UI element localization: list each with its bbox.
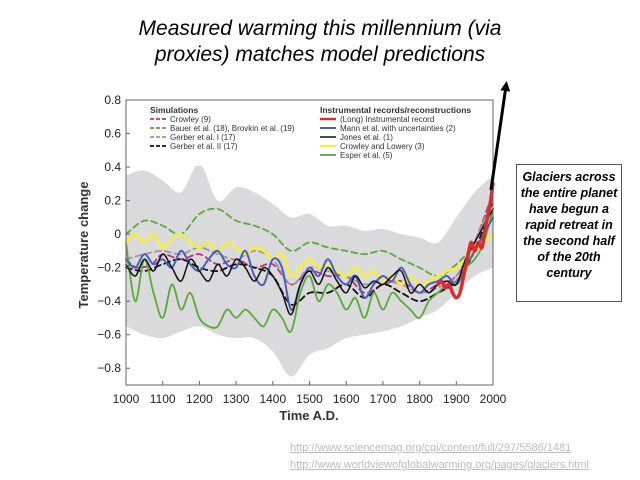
x-tick-label: 1100 — [150, 392, 176, 406]
y-tick-label: 0.2 — [104, 194, 121, 208]
x-tick-label: 1900 — [443, 392, 470, 406]
slide-title-line-2: proxies) matches model predictions — [154, 43, 486, 66]
y-tick-label: −0.8 — [97, 361, 121, 375]
glacier-callout: Glaciers across the entire planet have b… — [516, 164, 622, 302]
x-tick-label: 2000 — [480, 392, 507, 406]
legend-entry-label: Crowley and Lowery (3) — [340, 142, 425, 151]
legend-entry-label: Bauer et al. (18), Brovkin et al. (19) — [170, 124, 295, 133]
legend-entry-label: Jones et al. (1) — [340, 133, 393, 142]
legend-entry-label: Gerber et al. I (17) — [170, 133, 236, 142]
series-line-gerber-ii — [125, 199, 494, 306]
series-line-mann — [125, 216, 494, 311]
x-tick-label: 1600 — [333, 392, 360, 406]
series-line-esper — [125, 208, 494, 334]
slide-title: Measured warming this millennium (via pr… — [40, 16, 600, 68]
y-tick-label: −0.4 — [97, 294, 121, 308]
x-tick-label: 1800 — [406, 392, 433, 406]
legend-entry-label: Gerber et al. II (17) — [170, 142, 238, 151]
series-line-instrumental — [436, 182, 495, 300]
series-line-crowley — [125, 191, 494, 294]
y-tick-label: −0.6 — [97, 328, 121, 342]
legend-heading: Simulations — [150, 105, 198, 115]
y-tick-label: 0 — [114, 227, 121, 241]
y-tick-label: −0.2 — [97, 261, 121, 275]
x-tick-label: 1700 — [370, 392, 397, 406]
legend-entry-label: Crowley (9) — [170, 115, 211, 124]
legend-entry-label: Mann et al. with uncertainties (2) — [340, 124, 456, 133]
x-tick-label: 1000 — [113, 392, 140, 406]
y-axis-title: Temperature change — [76, 182, 91, 309]
y-tick-label: 0.6 — [104, 127, 121, 141]
legend-entry-label: Esper et al. (5) — [340, 151, 393, 160]
source-link-sciencemag[interactable]: http://www.sciencemag.org/cgi/content/fu… — [290, 442, 572, 454]
legend-entry-label: (Long) Instrumental record — [340, 115, 434, 124]
callout-arrow — [489, 81, 511, 191]
series-line-bauer-brovkin — [125, 199, 494, 277]
x-axis-title: Time A.D. — [279, 408, 338, 423]
x-tick-label: 1200 — [186, 392, 213, 406]
x-tick-label: 1400 — [259, 392, 286, 406]
series-line-jones — [125, 208, 494, 316]
source-links: http://www.sciencemag.org/cgi/content/fu… — [290, 440, 589, 474]
y-tick-label: 0.8 — [104, 93, 121, 107]
x-tick-label: 1500 — [296, 392, 323, 406]
x-tick-label: 1300 — [223, 392, 250, 406]
legend-heading: Instrumental records/reconstructions — [320, 105, 471, 115]
series-line-crowley-and-lowery — [124, 232, 495, 286]
slide-title-line-1: Measured warming this millennium (via — [138, 17, 502, 40]
legend-background — [144, 104, 486, 166]
source-link-glaciers[interactable]: http://www.worldviewofglobalwarming.org/… — [290, 459, 589, 471]
y-tick-label: 0.4 — [104, 160, 121, 174]
